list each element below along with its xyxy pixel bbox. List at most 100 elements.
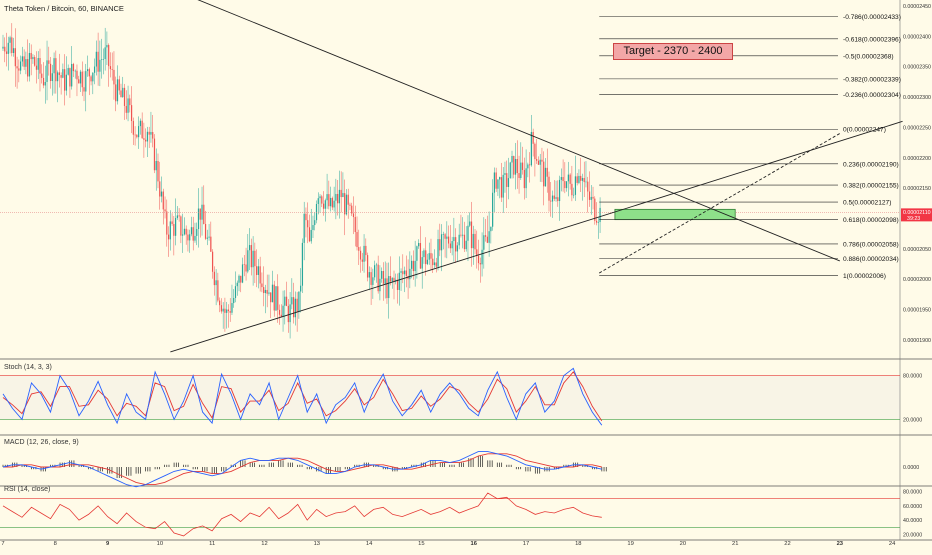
candle-body[interactable]: [90, 76, 92, 82]
candle-body[interactable]: [167, 234, 170, 240]
candle-body[interactable]: [497, 179, 499, 189]
candle-body[interactable]: [270, 292, 272, 303]
candle-body[interactable]: [324, 200, 326, 209]
candle-body[interactable]: [231, 303, 233, 313]
candle-body[interactable]: [250, 245, 252, 268]
candle-body[interactable]: [32, 57, 34, 60]
ascending-support-line[interactable]: [170, 120, 903, 353]
candle-body[interactable]: [268, 292, 270, 294]
candle-body[interactable]: [111, 69, 113, 70]
candle-body[interactable]: [400, 271, 402, 273]
candle-body[interactable]: [146, 131, 149, 142]
candle-body[interactable]: [447, 236, 450, 244]
candle-body[interactable]: [93, 66, 96, 73]
candle-body[interactable]: [377, 264, 379, 292]
candle-body[interactable]: [256, 266, 258, 275]
candle-body[interactable]: [458, 234, 460, 246]
candle-body[interactable]: [261, 283, 263, 288]
candle-body[interactable]: [247, 250, 249, 272]
candle-body[interactable]: [217, 280, 219, 301]
candle-body[interactable]: [211, 251, 214, 272]
candle-body[interactable]: [92, 72, 94, 82]
candle-body[interactable]: [472, 233, 474, 249]
candle-body[interactable]: [412, 260, 414, 272]
candle-body[interactable]: [113, 69, 115, 85]
candle-body[interactable]: [340, 189, 342, 198]
candle-body[interactable]: [215, 280, 217, 286]
candle-body[interactable]: [125, 105, 127, 113]
candle-body[interactable]: [388, 276, 390, 299]
candle-body[interactable]: [349, 204, 351, 206]
candle-body[interactable]: [127, 98, 129, 113]
candle-body[interactable]: [321, 196, 323, 204]
candle-body[interactable]: [11, 37, 13, 53]
candle-body[interactable]: [81, 71, 83, 88]
candle-body[interactable]: [344, 193, 346, 215]
candle-body[interactable]: [557, 197, 559, 202]
candle-body[interactable]: [312, 225, 314, 230]
candle-body[interactable]: [284, 296, 286, 306]
candle-body[interactable]: [560, 177, 562, 180]
candle-body[interactable]: [162, 191, 164, 210]
candle-body[interactable]: [492, 192, 494, 227]
candle-body[interactable]: [116, 79, 119, 102]
candle-body[interactable]: [65, 74, 68, 91]
candle-body[interactable]: [414, 260, 416, 272]
candle-body[interactable]: [95, 51, 97, 67]
candle-body[interactable]: [153, 138, 156, 171]
candle-body[interactable]: [229, 311, 231, 313]
candle-body[interactable]: [273, 284, 275, 311]
candle-body[interactable]: [483, 235, 485, 250]
candle-body[interactable]: [432, 258, 434, 266]
candle-body[interactable]: [280, 314, 282, 317]
candle-body[interactable]: [300, 285, 302, 292]
candle-body[interactable]: [345, 194, 348, 215]
candle-body[interactable]: [123, 87, 126, 106]
candle-body[interactable]: [99, 59, 101, 72]
candle-body[interactable]: [514, 158, 517, 175]
candle-body[interactable]: [525, 168, 527, 189]
candle-body[interactable]: [189, 234, 191, 241]
candle-body[interactable]: [456, 245, 459, 252]
candle-body[interactable]: [585, 181, 587, 183]
macd-pane[interactable]: [2, 451, 607, 488]
candle-body[interactable]: [21, 56, 23, 62]
candle-body[interactable]: [233, 297, 235, 304]
candle-body[interactable]: [544, 167, 547, 187]
candle-body[interactable]: [182, 234, 184, 236]
candle-body[interactable]: [271, 284, 274, 303]
candle-body[interactable]: [7, 42, 9, 54]
candle-body[interactable]: [19, 61, 22, 71]
candle-body[interactable]: [476, 249, 478, 256]
candle-body[interactable]: [592, 196, 594, 199]
candle-body[interactable]: [467, 225, 469, 241]
candle-body[interactable]: [298, 291, 300, 313]
candle-body[interactable]: [509, 162, 511, 179]
candle-body[interactable]: [16, 66, 18, 69]
candle-body[interactable]: [488, 231, 490, 243]
candle-body[interactable]: [155, 160, 157, 171]
candle-body[interactable]: [108, 44, 110, 67]
candle-body[interactable]: [58, 72, 60, 76]
candle-body[interactable]: [486, 236, 488, 243]
candle-body[interactable]: [597, 222, 599, 223]
candle-body[interactable]: [365, 245, 367, 256]
candle-body[interactable]: [314, 220, 316, 226]
candle-body[interactable]: [588, 191, 591, 200]
candle-body[interactable]: [446, 236, 448, 239]
candle-body[interactable]: [405, 270, 407, 276]
candle-body[interactable]: [166, 211, 168, 235]
candle-body[interactable]: [315, 203, 318, 221]
candle-body[interactable]: [532, 131, 534, 144]
candle-body[interactable]: [196, 229, 198, 236]
candle-body[interactable]: [259, 266, 261, 284]
candle-body[interactable]: [564, 181, 566, 189]
candle-body[interactable]: [599, 207, 601, 223]
candle-body[interactable]: [546, 167, 548, 177]
candle-body[interactable]: [329, 197, 332, 207]
candle-body[interactable]: [130, 105, 133, 122]
candle-body[interactable]: [136, 134, 138, 138]
candle-body[interactable]: [275, 286, 277, 311]
candle-body[interactable]: [372, 277, 374, 285]
candle-body[interactable]: [337, 193, 339, 204]
